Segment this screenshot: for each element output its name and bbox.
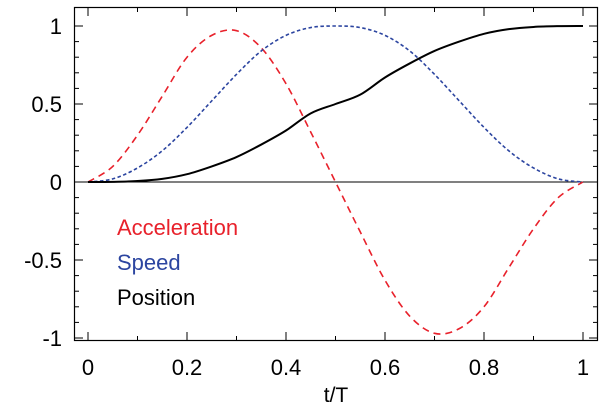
x-axis-label: t/T [324,384,349,407]
legend-label-acceleration: Acceleration [117,215,238,240]
y-tick-label: 1 [50,14,62,39]
x-tick-label: 0.2 [172,355,203,380]
x-tick-label: 0.4 [271,355,302,380]
x-tick-label: 1 [577,355,589,380]
x-tick-label: 0 [82,355,94,380]
y-tick-label: -1 [42,326,62,351]
series-line-position [87,25,584,183]
plot-frame [73,6,599,342]
legend-label-speed: Speed [117,250,181,275]
series-line-speed [87,25,584,183]
y-tick-label: -0.5 [24,248,62,273]
y-tick-label: 0.5 [31,92,62,117]
y-tick-label: 0 [50,170,62,195]
x-tick-label: 0.6 [370,355,401,380]
x-tick-label: 0.8 [469,355,500,380]
legend-label-position: Position [117,285,195,310]
